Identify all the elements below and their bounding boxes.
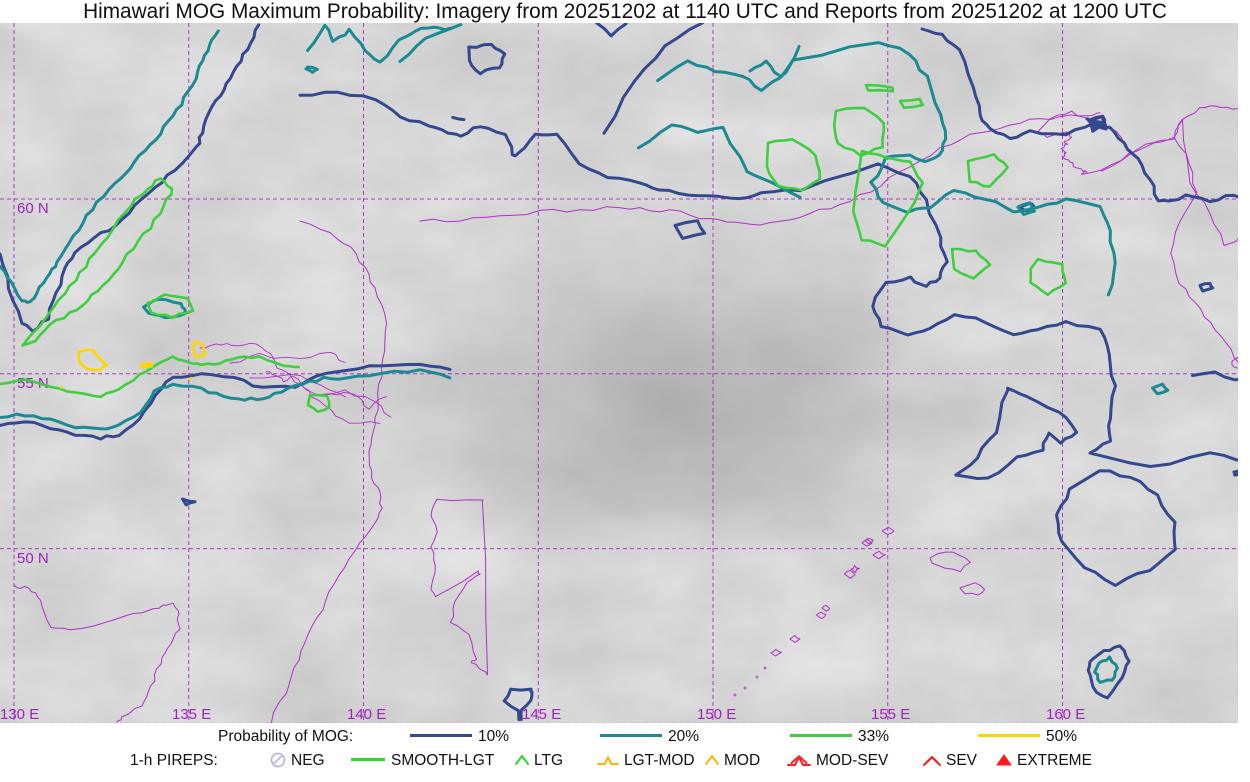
svg-text:155 E: 155 E (871, 706, 910, 723)
svg-text:150 E: 150 E (697, 706, 736, 723)
svg-text:140 E: 140 E (347, 706, 386, 723)
svg-text:130 E: 130 E (0, 706, 39, 723)
svg-text:160 E: 160 E (1046, 706, 1085, 723)
svg-text:60 N: 60 N (17, 200, 49, 217)
svg-text:145 E: 145 E (522, 706, 561, 723)
svg-text:135 E: 135 E (172, 706, 211, 723)
svg-text:50 N: 50 N (17, 550, 49, 567)
